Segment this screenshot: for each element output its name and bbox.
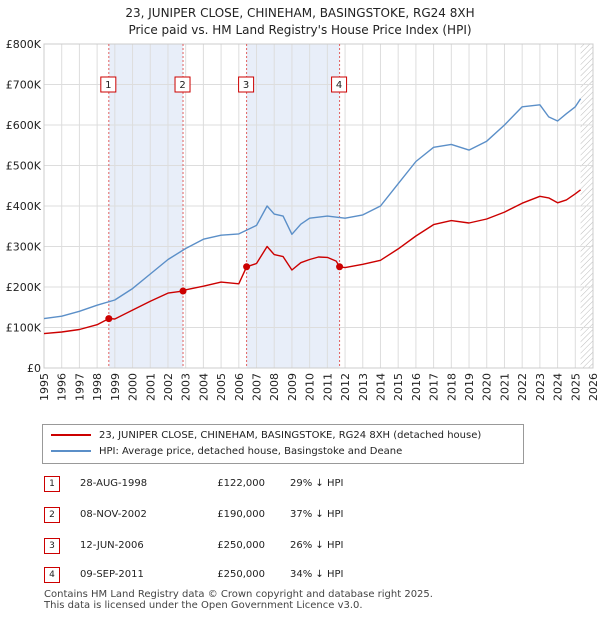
x-tick-label: 2025 bbox=[569, 373, 582, 401]
sale-marker-box bbox=[238, 76, 255, 93]
y-tick-label: £100K bbox=[6, 322, 42, 335]
transaction-date: 28-AUG-1998 bbox=[80, 478, 148, 489]
x-tick-label: 1999 bbox=[109, 373, 122, 401]
transaction-hpi: 26% ↓ HPI bbox=[290, 540, 344, 551]
legend-swatch-property bbox=[51, 434, 91, 436]
price-paid-line bbox=[43, 189, 582, 335]
x-tick-label: 2003 bbox=[180, 373, 193, 401]
transaction-marker: 2 bbox=[44, 507, 60, 523]
footer: Contains HM Land Registry data © Crown c… bbox=[44, 589, 433, 611]
sale-point bbox=[179, 287, 187, 295]
sale-point bbox=[105, 315, 113, 323]
x-tick-label: 2010 bbox=[304, 373, 317, 401]
transaction-date: 08-NOV-2002 bbox=[80, 509, 147, 520]
y-tick-label: £400K bbox=[6, 200, 42, 213]
hpi-line bbox=[43, 98, 582, 320]
x-tick-label: 2016 bbox=[410, 373, 423, 401]
x-tick-label: 2004 bbox=[197, 373, 210, 401]
footer-license: This data is licensed under the Open Gov… bbox=[44, 600, 363, 611]
x-tick-label: 2024 bbox=[552, 373, 565, 401]
chart-legend: 23, JUNIPER CLOSE, CHINEHAM, BASINGSTOKE… bbox=[42, 424, 524, 464]
x-tick-label: 2006 bbox=[233, 373, 246, 401]
y-tick-label: £200K bbox=[6, 281, 42, 294]
y-tick-label: £500K bbox=[6, 160, 42, 173]
y-tick-label: £800K bbox=[6, 38, 42, 51]
x-tick-label: 2005 bbox=[215, 373, 228, 401]
legend-item-hpi: HPI: Average price, detached house, Basi… bbox=[51, 445, 402, 459]
x-tick-label: 2020 bbox=[481, 373, 494, 401]
transaction-date: 09-SEP-2011 bbox=[80, 569, 144, 580]
x-tick-label: 1997 bbox=[73, 373, 86, 401]
x-tick-label: 1998 bbox=[91, 373, 104, 401]
chart-title: 23, JUNIPER CLOSE, CHINEHAM, BASINGSTOKE… bbox=[125, 6, 475, 20]
x-tick-label: 2011 bbox=[321, 373, 334, 401]
legend-label-property: 23, JUNIPER CLOSE, CHINEHAM, BASINGSTOKE… bbox=[99, 430, 482, 441]
x-tick-label: 2019 bbox=[463, 373, 476, 401]
transaction-marker: 3 bbox=[44, 538, 60, 554]
sale-marker-label: 3 bbox=[243, 80, 249, 91]
transaction-hpi: 34% ↓ HPI bbox=[290, 569, 344, 580]
sale-marker-box bbox=[331, 76, 348, 93]
y-tick-label: £0 bbox=[27, 362, 41, 375]
sale-marker-label: 4 bbox=[336, 80, 342, 91]
x-tick-label: 2023 bbox=[534, 373, 547, 401]
plot-frame bbox=[43, 43, 594, 369]
chart-subtitle: Price paid vs. HM Land Registry's House … bbox=[128, 23, 472, 37]
legend-swatch-hpi bbox=[51, 450, 91, 452]
x-tick-label: 2018 bbox=[445, 373, 458, 401]
transaction-row: 1 28-AUG-1998 £122,000 29% ↓ HPI bbox=[0, 475, 600, 493]
x-tick-label: 2012 bbox=[339, 373, 352, 401]
y-tick-label: £600K bbox=[6, 119, 42, 132]
x-tick-label: 1995 bbox=[38, 373, 51, 401]
transaction-row: 2 08-NOV-2002 £190,000 37% ↓ HPI bbox=[0, 506, 600, 524]
sale-marker-box bbox=[100, 76, 117, 93]
transaction-price: £250,000 bbox=[217, 540, 265, 551]
x-tick-label: 2026 bbox=[587, 373, 600, 401]
x-tick-label: 2017 bbox=[428, 373, 441, 401]
transaction-date: 12-JUN-2006 bbox=[80, 540, 144, 551]
x-tick-label: 2013 bbox=[357, 373, 370, 401]
transaction-price: £250,000 bbox=[217, 569, 265, 580]
transaction-row: 4 09-SEP-2011 £250,000 34% ↓ HPI bbox=[0, 566, 600, 584]
transaction-marker: 1 bbox=[44, 476, 60, 492]
legend-item-property: 23, JUNIPER CLOSE, CHINEHAM, BASINGSTOKE… bbox=[51, 429, 481, 443]
x-tick-label: 2009 bbox=[286, 373, 299, 401]
x-tick-label: 2021 bbox=[498, 373, 511, 401]
sale-marker-label: 1 bbox=[105, 80, 111, 91]
y-tick-label: £700K bbox=[6, 79, 42, 92]
price-chart: £0 £100K £200K £300K £400K £500K £600K £700K £80… bbox=[6, 38, 600, 401]
sale-marker-box bbox=[174, 76, 191, 93]
x-tick-label: 1996 bbox=[56, 373, 69, 401]
x-tick-label: 2001 bbox=[144, 373, 157, 401]
sale-marker-label: 2 bbox=[179, 80, 185, 91]
transaction-price: £190,000 bbox=[217, 509, 265, 520]
legend-label-hpi: HPI: Average price, detached house, Basi… bbox=[99, 446, 403, 457]
transaction-marker: 4 bbox=[44, 567, 60, 583]
transaction-hpi: 37% ↓ HPI bbox=[290, 509, 344, 520]
y-tick-label: £300K bbox=[6, 241, 42, 254]
sale-point bbox=[243, 263, 251, 271]
transaction-price: £122,000 bbox=[217, 478, 265, 489]
x-tick-label: 2014 bbox=[374, 373, 387, 401]
x-tick-label: 2008 bbox=[268, 373, 281, 401]
transaction-hpi: 29% ↓ HPI bbox=[290, 478, 344, 489]
x-tick-label: 2000 bbox=[127, 373, 140, 401]
x-tick-label: 2015 bbox=[392, 373, 405, 401]
footer-copyright: Contains HM Land Registry data © Crown c… bbox=[44, 589, 433, 600]
transaction-row: 3 12-JUN-2006 £250,000 26% ↓ HPI bbox=[0, 537, 600, 555]
x-tick-label: 2002 bbox=[162, 373, 175, 401]
sale-point bbox=[336, 263, 344, 271]
x-tick-label: 2022 bbox=[516, 373, 529, 401]
x-tick-label: 2007 bbox=[251, 373, 264, 401]
